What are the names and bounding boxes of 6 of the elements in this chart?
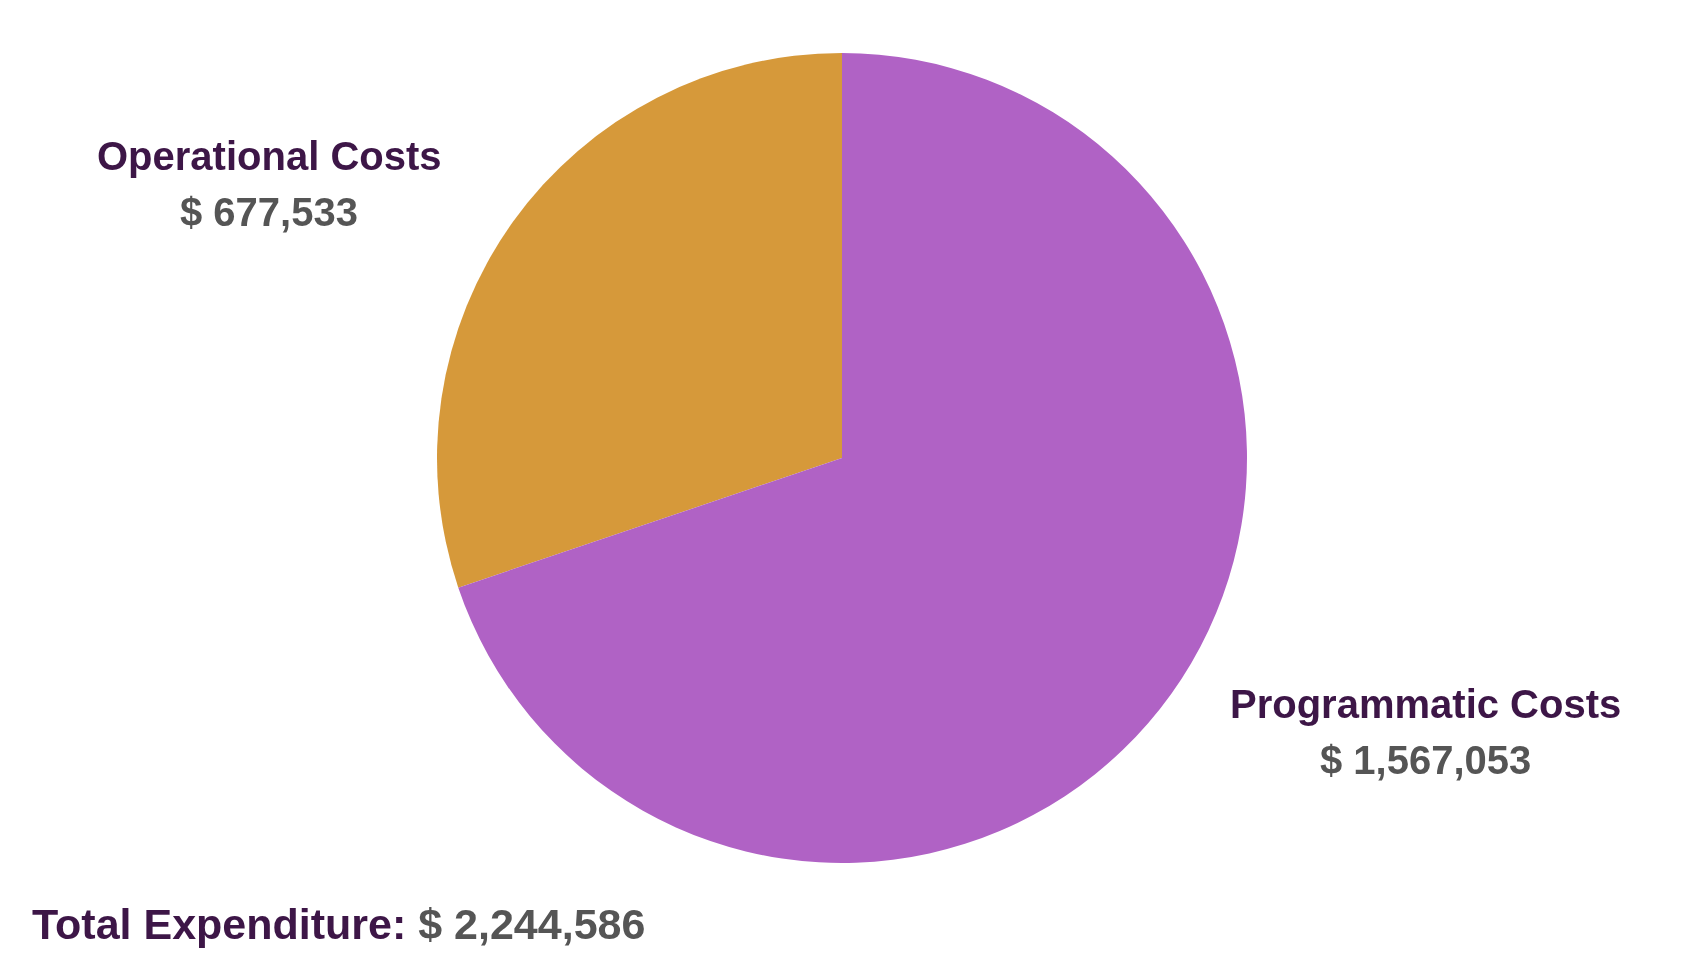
text: $ 2,244,586: [418, 900, 646, 948]
text: Total Expenditure:: [32, 900, 407, 948]
data-label: $ 677,533: [180, 190, 358, 234]
slice-label: Programmatic Costs: [1230, 682, 1622, 726]
slice-label: Operational Costs: [97, 134, 442, 178]
data-label: $ 1,567,053: [1320, 738, 1532, 782]
